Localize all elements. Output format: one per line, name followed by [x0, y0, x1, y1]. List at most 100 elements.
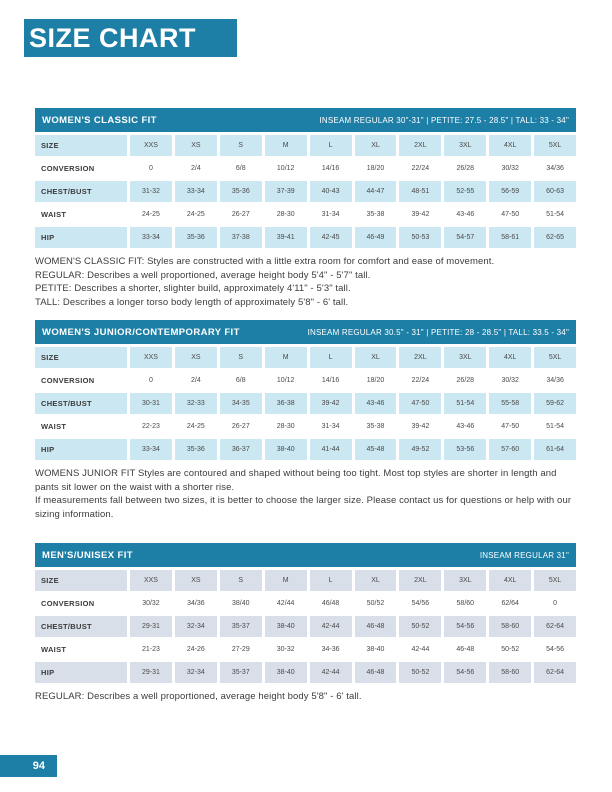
measurement-cell: 30/32 [501, 377, 519, 384]
measurement-cell: 43-46 [456, 423, 475, 430]
fit-note: REGULAR: Describes a well proportioned, … [35, 269, 371, 281]
measurement-cell: 39-42 [309, 393, 352, 414]
measurement-cell: 52-55 [444, 181, 487, 202]
size-table-row: HIP 33-34 35-36 37-38 39-41 42-45 46-49 50-53 54… [35, 227, 577, 248]
table-rows: SIZE XXS XS S M L XL 2XL 3XL 4XL 5XL CONVERSION 0 2/4… [35, 135, 577, 248]
measurement-cell: 0 [553, 600, 558, 607]
row-label: CONVERSION [41, 599, 95, 608]
measurement-cell: 10/12 [276, 165, 295, 172]
size-table-row: WAIST 21-23 24-26 27-29 30-32 34-36 38-40 42-44… [35, 639, 576, 660]
measurement-cell: 32-33 [174, 393, 217, 414]
table-title: MEN'S/UNISEX FIT [42, 549, 133, 561]
measurement-cell: 36-37 [219, 439, 262, 460]
size-table-row: WAIST 22-23 24-25 26-27 28-30 31-34 35-38 39-42… [35, 416, 576, 437]
measurement-cell: 14/16 [321, 165, 340, 172]
measurement-cell: 6/8 [235, 377, 246, 384]
size-table-row: CHEST/BUST 29-31 32-34 35-37 38-40 42-44 46-48… [35, 616, 577, 637]
measurement-cell: 38-40 [366, 646, 385, 653]
row-label: SIZE [35, 570, 127, 591]
measurement-cell: 39-42 [411, 211, 430, 218]
measurement-cell: 10/12 [276, 377, 295, 384]
measurement-cell: XL [354, 135, 397, 156]
inseam-spec: INSEAM REGULAR 30.5" - 31" | PETITE: 28 … [307, 327, 569, 337]
table-rows: SIZE XXS XS S M L XL 2XL 3XL 4XL 5XL CONVERSION 30/3… [35, 570, 577, 683]
measurement-cell: 46-48 [354, 662, 397, 683]
measurement-cell: 4XL [489, 570, 532, 591]
womens-classic-fit-table: WOMEN'S CLASSIC FIT INSEAM REGULAR 30"-3… [35, 108, 577, 309]
size-table-row: WAIST 24-25 24-25 26-27 28-30 31-34 35-38 39-42… [35, 204, 576, 225]
measurement-cell: 33-34 [130, 439, 172, 460]
measurement-cell: 54-57 [444, 227, 487, 248]
measurement-cell: 30-32 [276, 646, 295, 653]
measurement-cell: 14/16 [321, 377, 340, 384]
size-table-row: CHEST/BUST 30-31 32-33 34-35 36-38 39-42 43-46… [35, 393, 577, 414]
measurement-cell: 62-64 [534, 662, 577, 683]
row-label: CHEST/BUST [35, 393, 127, 414]
measurement-cell: 42-44 [411, 646, 430, 653]
measurement-cell: 26/28 [456, 165, 475, 172]
row-label: WAIST [41, 210, 67, 219]
measurement-cell: M [264, 570, 307, 591]
measurement-cell: 31-34 [321, 423, 340, 430]
measurement-cell: 47-50 [501, 211, 520, 218]
measurement-cell: 35-36 [174, 439, 217, 460]
measurement-cell: 26-27 [231, 423, 250, 430]
measurement-cell: 45-48 [354, 439, 397, 460]
measurement-cell: 46/48 [321, 600, 340, 607]
measurement-cell: L [309, 135, 352, 156]
fit-note: REGULAR: Describes a well proportioned, … [35, 691, 362, 702]
fit-note: If measurements fall between two sizes, … [35, 495, 572, 520]
measurement-cell: 33-34 [130, 227, 172, 248]
measurement-cell: 58-61 [489, 227, 532, 248]
measurement-cell: 2XL [399, 347, 442, 368]
row-label: CHEST/BUST [35, 181, 127, 202]
measurement-cell: 62/64 [501, 600, 519, 607]
row-label: HIP [35, 662, 127, 683]
measurement-cell: 51-54 [546, 211, 565, 218]
size-table-row: CONVERSION 0 2/4 6/8 10/12 14/16 18/20 22/24 26/… [35, 370, 576, 391]
measurement-cell: 39-41 [264, 227, 307, 248]
fit-notes: REGULAR: Describes a well proportioned, … [35, 690, 576, 704]
measurement-cell: 62-65 [534, 227, 577, 248]
measurement-cell: 38-40 [264, 662, 307, 683]
measurement-cell: S [219, 347, 262, 368]
row-label: CONVERSION [41, 376, 95, 385]
row-label: HIP [35, 227, 127, 248]
measurement-cell: 38-40 [264, 616, 307, 637]
measurement-cell: 43-46 [354, 393, 397, 414]
measurement-cell: L [309, 570, 352, 591]
measurement-cell: 5XL [534, 347, 577, 368]
measurement-cell: 54-56 [546, 646, 565, 653]
table-header-band: WOMEN'S JUNIOR/CONTEMPORARY FIT INSEAM R… [35, 320, 576, 344]
measurement-cell: 34-35 [219, 393, 262, 414]
table-title: WOMEN'S JUNIOR/CONTEMPORARY FIT [42, 326, 240, 338]
measurement-cell: 44-47 [354, 181, 397, 202]
row-label: WAIST [41, 645, 67, 654]
measurement-cell: 21-23 [142, 646, 160, 653]
page-number-tab: 94 [0, 755, 57, 777]
measurement-cell: 48-51 [399, 181, 442, 202]
row-label: WAIST [41, 422, 67, 431]
measurement-cell: 34/36 [546, 377, 564, 384]
measurement-cell: 18/20 [366, 165, 385, 172]
measurement-cell: XXS [130, 135, 172, 156]
page-number: 94 [32, 760, 45, 772]
row-label: CHEST/BUST [35, 616, 127, 637]
measurement-cell: 26/28 [456, 377, 475, 384]
measurement-cell: 43-46 [456, 211, 475, 218]
measurement-cell: 50-52 [399, 616, 442, 637]
measurement-cell: 51-54 [546, 423, 565, 430]
size-table-row: CHEST/BUST 31-32 33-34 35-36 37-39 40-43 44-47… [35, 181, 577, 202]
measurement-cell: 54-56 [444, 616, 487, 637]
measurement-cell: 46-48 [354, 616, 397, 637]
measurement-cell: 31-32 [130, 181, 172, 202]
measurement-cell: 38/40 [232, 600, 250, 607]
measurement-cell: 26-27 [231, 211, 250, 218]
measurement-cell: 35-36 [174, 227, 217, 248]
measurement-cell: 28-30 [276, 211, 295, 218]
mens-unisex-fit-table: MEN'S/UNISEX FIT INSEAM REGULAR 31" SIZE… [35, 543, 577, 704]
measurement-cell: 35-38 [366, 423, 385, 430]
measurement-cell: 36-38 [264, 393, 307, 414]
measurement-cell: 47-50 [399, 393, 442, 414]
measurement-cell: 34/36 [187, 600, 205, 607]
